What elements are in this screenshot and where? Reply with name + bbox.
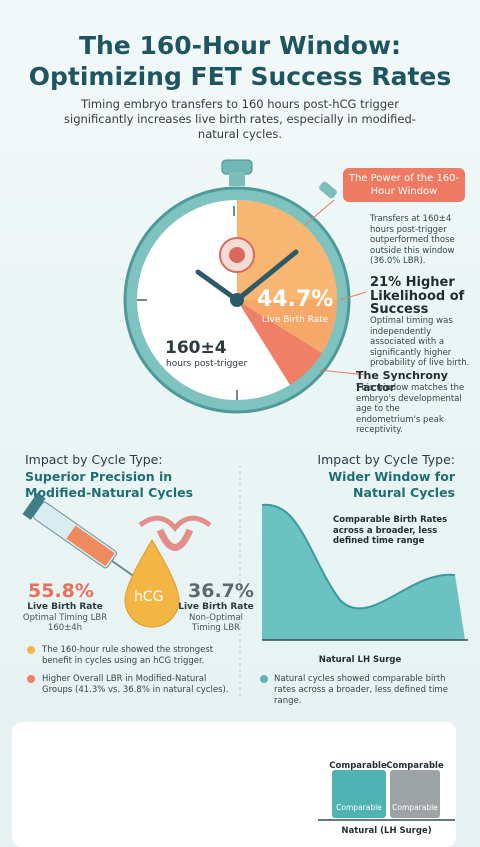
stopwatch [123,159,351,414]
title-line: The 160-Hour Window: [78,31,402,60]
section-title: Wider Window for Natural Cycles [328,469,455,500]
stat-note: Optimal Timing LBR 160±4h [22,613,108,633]
axis-label: Natural (LH Surge) [341,826,432,836]
stat-label: Live Birth Rate [27,602,103,612]
stat: 160±4 [165,338,227,358]
bar-label: Comparable [336,803,382,812]
axis-label: Natural LH Surge [318,655,402,665]
bar-label: Comparable [392,803,438,812]
stat-label: Live Birth Rate [262,315,329,325]
bar [390,770,440,818]
section-label: Impact by Cycle Type: [317,452,455,467]
bar [332,770,386,818]
callout-text: Optimal timing was independently associa… [370,316,470,368]
bar-top-label: Comparable [386,761,444,771]
stat-label: hours post-trigger [166,359,248,369]
stat-note: Non-Optimal Timing LBR [189,613,243,633]
drop-label: hCG [134,589,164,605]
bar-top-label: Comparable [329,761,387,771]
callout-heading: The Synchrony Factor [356,369,448,394]
badge [343,168,465,202]
stat: 44.7% [257,287,334,312]
bullet: The 160-hour rule showed the strongest b… [42,645,214,666]
callout-heading: 21% Higher Likelihood of Success [370,275,465,317]
uterus-icon [138,515,212,551]
badge-text: The Power of the 160-Hour Window [348,173,460,197]
syringe-icon [22,492,138,579]
callout-text: Transfers at 160±4 hours post-trigger ou… [370,214,455,266]
bullet: Natural cycles showed comparable birth r… [274,674,448,706]
subtitle: Timing embryo transfers to 160 hours pos… [64,97,416,141]
wave-graphic [261,503,468,641]
graph-note: Comparable Birth Rates across a broader,… [333,515,448,546]
bullet: Higher Overall LBR in Modified-Natural G… [42,674,229,695]
stat: 55.8% [28,580,94,602]
stat-label: Live Birth Rate [178,602,254,612]
title-line: Optimizing FET Success Rates [28,62,452,91]
callout-text: This window matches the embryo's develop… [356,383,465,435]
stat: 36.7% [188,580,254,602]
section-label: Impact by Cycle Type: [25,452,163,467]
hcg-drop [124,539,180,628]
section-title: Superior Precision in Modified-Natural C… [25,469,194,500]
